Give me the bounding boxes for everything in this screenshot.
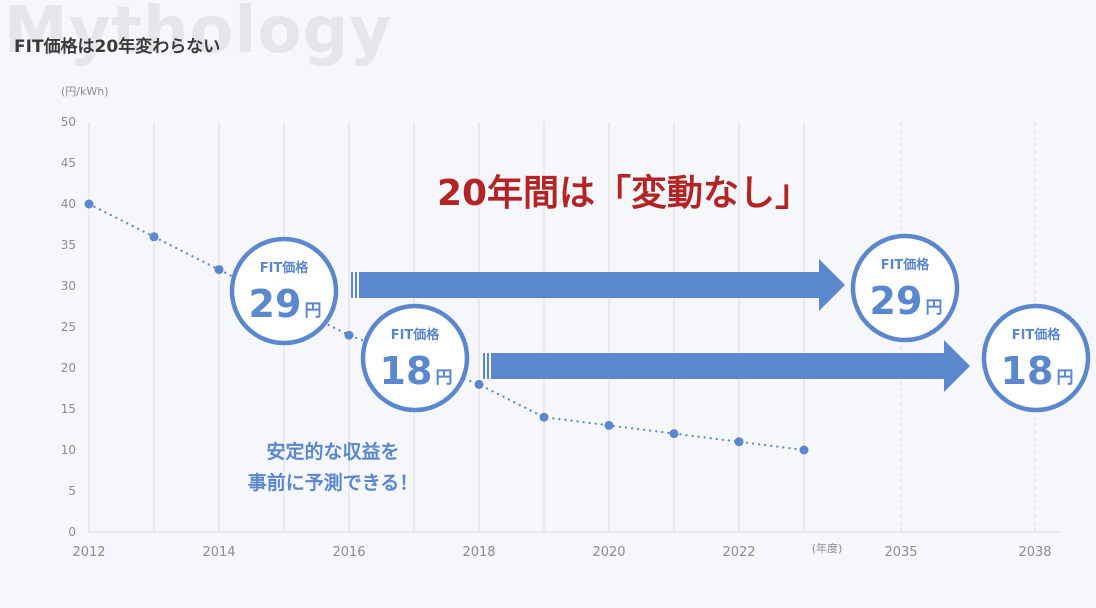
data-point [734,437,744,447]
y-tick-label: 0 [68,525,76,539]
data-point [214,265,224,275]
y-tick-label: 40 [61,197,76,211]
data-point [344,330,354,340]
badge-label: FIT価格 [881,257,931,273]
data-point [669,429,679,439]
badge-circle [229,236,339,346]
data-point [539,412,549,422]
y-tick-label: 50 [61,115,76,129]
price-badge: FIT価格 18 円 [360,303,470,413]
badge-label: FIT価格 [260,260,310,276]
x-tick-label: 2035 [884,545,917,560]
chart-title: FIT価格は20年変わらない [14,37,221,57]
x-tick-label: 2016 [332,545,365,560]
badge-unit: 円 [305,301,322,321]
badge-label: FIT価格 [391,327,441,343]
note-line: 事前に予測できる！ [248,471,419,494]
arrow-tail-stripe [487,353,489,379]
arrow-tail-stripe [483,353,485,379]
badge-value: 29 [870,279,923,323]
badge-circle [850,233,960,343]
x-tick-label: 2018 [462,545,495,560]
arrow-body [359,259,845,311]
data-point [84,199,94,209]
data-point [474,379,484,389]
series-line [87,202,806,452]
fixed-price-arrow [483,340,970,392]
badge-value: 18 [1001,349,1054,393]
x-tick-label: 2014 [202,545,235,560]
badge-value: 18 [380,349,433,393]
badge-unit: 円 [926,298,943,318]
y-tick-label: 25 [61,320,76,334]
price-badge: FIT価格 18 円 [981,303,1091,413]
y-tick-label: 45 [61,156,76,170]
y-tick-label: 35 [61,238,76,252]
badge-unit: 円 [1057,368,1074,388]
x-tick-label: 2012 [72,545,105,560]
x-tick-label: 2022 [722,545,755,560]
arrow-body [491,340,970,392]
y-axis-label: (円/kWh) [61,85,109,98]
badge-circle [981,303,1091,413]
data-point [149,232,159,242]
x-tick-label: 2038 [1018,545,1051,560]
arrow-tail-stripe [351,272,353,298]
data-point [799,445,809,455]
arrow-tail-stripe [355,272,357,298]
y-tick-label: 30 [61,279,76,293]
y-tick-label: 10 [61,443,76,457]
x-axis-label: (年度) [812,541,843,555]
data-point [604,420,614,430]
headline: 20年間は「変動なし」 [437,172,811,214]
x-tick-label: 2020 [592,545,625,560]
badge-label: FIT価格 [1012,327,1062,343]
price-badge: FIT価格 29 円 [850,233,960,343]
badge-value: 29 [249,282,302,326]
badge-circle [360,303,470,413]
watermark: Mythology [4,0,392,68]
badge-unit: 円 [436,368,453,388]
y-tick-label: 20 [61,361,76,375]
fixed-price-arrow [351,259,845,311]
note-line: 安定的な収益を [266,440,399,463]
price-badge: FIT価格 29 円 [229,236,339,346]
y-tick-label: 15 [61,402,76,416]
y-tick-label: 5 [68,484,76,498]
